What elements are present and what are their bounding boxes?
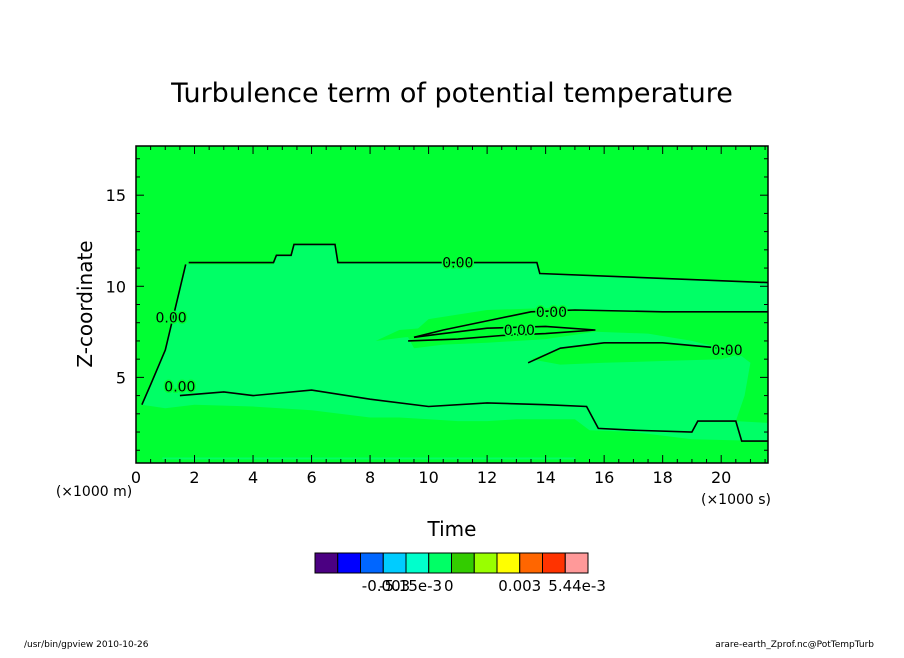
y-axis-label: Z-coordinate	[73, 240, 97, 367]
contour-line-4	[141, 264, 187, 406]
y-tick-label: 5	[116, 368, 126, 387]
colorbar-label-2: 0	[444, 577, 454, 595]
x-tick-label: 6	[306, 468, 316, 487]
y-tick-label: 10	[106, 277, 126, 296]
contour-line-0	[188, 243, 768, 284]
region-near-surface-layer	[162, 457, 575, 460]
contour-label-5: 0.00	[164, 379, 195, 395]
contour-label-3: 0.00	[711, 343, 742, 359]
x-tick-label: 4	[248, 468, 258, 487]
contour-line-1	[413, 309, 768, 339]
y-axis-unit: (×1000 m)	[56, 484, 132, 500]
x-tick-label: 2	[189, 468, 199, 487]
contour-label-0: 0.00	[442, 256, 473, 272]
contour-line-2	[408, 325, 596, 342]
plot-area	[136, 146, 768, 463]
colorbar-swatch-8	[496, 552, 521, 574]
colorbar-swatch-7	[473, 552, 498, 574]
contour-line-5	[179, 389, 768, 442]
colorbar-swatch-5	[428, 552, 452, 574]
x-tick-label: 12	[477, 468, 497, 487]
region-low-patch	[531, 342, 742, 365]
colorbar-label-4: 5.44e-3	[548, 577, 606, 595]
contour-label-2: 0.00	[504, 323, 535, 339]
contour-label-4: 0.00	[156, 310, 187, 326]
colorbar-swatch-0	[314, 552, 339, 574]
footer-right: arare-earth_Zprof.nc@PotTempTurb	[715, 640, 874, 650]
axes: 0 2 4 6 8 10 12 14 16 18 20 5 10 15	[106, 145, 769, 487]
chart-title: Turbulence term of potential temperature	[170, 78, 733, 109]
colorbar-swatch-10	[542, 552, 566, 574]
x-tick-label: 14	[535, 468, 555, 487]
colorbar: -5.15e-3-0.003 0 0.003 5.44e-3	[314, 552, 606, 595]
x-tick-label: 18	[652, 468, 672, 487]
contour-line-3	[527, 341, 742, 364]
colorbar-swatch-9	[519, 552, 543, 574]
colorbar-swatch-1	[337, 552, 361, 574]
colorbar-swatch-4	[405, 552, 430, 574]
footer-left: /usr/bin/gpview 2010-10-26	[24, 640, 149, 650]
x-tick-label: 20	[711, 468, 731, 487]
x-axis-unit: (×1000 s)	[701, 492, 771, 508]
x-tick-label: 0	[131, 468, 141, 487]
x-tick-label: 16	[594, 468, 614, 487]
contour-label-1: 0.00	[536, 305, 567, 321]
colorbar-swatch-3	[382, 552, 407, 574]
y-tick-label: 15	[106, 186, 126, 205]
colorbar-label-1: -0.003	[362, 577, 410, 595]
x-tick-label: 8	[365, 468, 375, 487]
x-tick-label: 10	[418, 468, 438, 487]
contour-lines	[141, 243, 768, 442]
contour-labels: 0.000.000.000.000.000.00	[154, 254, 744, 397]
colorbar-label-0: -5.15e-3	[379, 577, 442, 595]
x-axis-label: Time	[427, 517, 477, 541]
colorbar-swatch-6	[451, 552, 475, 574]
colorbar-label-3: 0.003	[498, 577, 541, 595]
colorbar-swatch-2	[360, 552, 384, 574]
colorbar-swatch-11	[564, 552, 589, 574]
